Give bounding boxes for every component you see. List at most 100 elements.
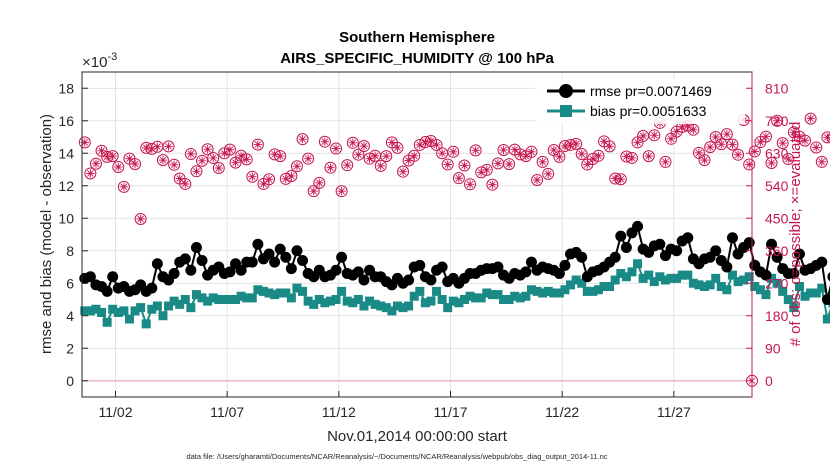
bias-marker [320,298,330,308]
bias-marker [270,290,280,300]
obs-count-marker [179,177,192,190]
bias-marker [381,303,391,313]
obs-count-marker [603,140,616,153]
rmse-marker [816,256,828,268]
bias-marker [739,275,749,285]
obs-count-marker [385,136,398,149]
obs-count-marker [156,154,169,167]
obs-count-marker [497,144,510,156]
bias-marker [164,301,174,311]
y-right-tick-label: 360 [765,243,789,259]
bias-marker [275,288,285,298]
rmse-marker [827,272,830,282]
obs-count-marker [687,123,700,136]
obs-count-marker [799,134,812,147]
bias-marker [588,286,598,296]
rmse-marker [671,245,683,257]
bias-marker [515,293,525,303]
bias-marker [655,272,665,282]
bias-marker [197,293,207,303]
y-right-axis-label: # of obs: o=possible; ×=evaluated [787,122,804,347]
rmse-marker [190,242,202,253]
obs-count-marker [469,144,482,157]
y-tick-label: 10 [58,210,74,226]
bias-marker [750,282,760,291]
obs-count-marker [547,144,560,156]
obs-count-marker [715,138,728,151]
obs-count-marker [815,155,828,168]
obs-count-marker [826,132,830,144]
obs-count-marker [274,150,287,163]
rmse-marker [352,266,364,278]
bias-marker [605,282,615,291]
obs-count-marker [397,165,410,178]
y-tick-label: 16 [58,113,74,129]
obs-count-marker [408,149,421,162]
bias-marker [147,304,157,314]
bias-marker [158,311,168,321]
rmse-marker [403,274,415,286]
obs-count-marker [631,136,644,149]
rmse-marker [280,251,292,263]
obs-count-marker [357,140,370,153]
obs-count-marker [804,112,817,125]
bias-marker [811,288,821,298]
bias-marker [554,288,564,298]
bias-marker [722,285,732,295]
bias-marker [521,291,531,301]
bias-marker [644,270,654,280]
obs-count-marker [307,185,320,198]
y-tick-label: 4 [66,308,74,324]
obs-count-marker [642,150,655,163]
obs-count-marker [196,154,209,167]
rmse-marker [760,269,772,281]
y-axis-label: rmse and bias (model - observation) [38,114,55,354]
obs-count-marker [542,167,555,180]
bias-marker [409,291,419,301]
bias-marker [124,314,134,324]
rmse-marker [525,256,537,268]
bias-marker [733,277,743,287]
bias-marker [258,286,268,296]
obs-count-marker [536,155,549,168]
bias-marker [281,288,291,298]
bias-marker [398,303,408,313]
bias-marker [465,291,475,301]
bias-marker [599,282,609,291]
bias-marker [448,296,458,306]
bias-marker [744,272,754,282]
rmse-marker [620,242,632,253]
bias-marker [577,278,587,288]
rmse-marker [520,266,532,278]
bias-marker [627,267,637,277]
rmse-marker [291,245,303,257]
y-right-tick-label: 90 [765,340,781,356]
obs-count-marker [106,150,119,163]
x-tick-label: 11/02 [99,404,133,420]
obs-count-marker [134,212,147,225]
bias-marker [102,317,112,327]
rmse-marker [224,266,236,278]
rmse-marker [615,230,627,242]
rmse-marker [788,268,800,279]
bias-marker [817,283,827,293]
obs-count-marker [625,151,638,164]
rmse-marker [285,263,297,275]
obs-count-marker [246,170,259,183]
obs-count-marker [810,141,823,154]
bias-marker [348,298,358,308]
bias-marker [236,291,246,301]
bias-marker [649,277,659,287]
rmse-marker [632,220,644,232]
bias-marker [727,270,737,280]
bias-marker [582,286,592,296]
bias-marker [822,314,830,324]
footnote: data file: /Users/gharamti/Documents/NCA… [186,452,607,461]
obs-count-marker [346,136,359,149]
bias-marker [353,295,363,304]
obs-count-marker [659,155,672,168]
obs-count-marker [290,160,303,173]
rmse-marker [576,251,588,263]
bias-marker [337,286,347,296]
rmse-marker [553,268,565,279]
